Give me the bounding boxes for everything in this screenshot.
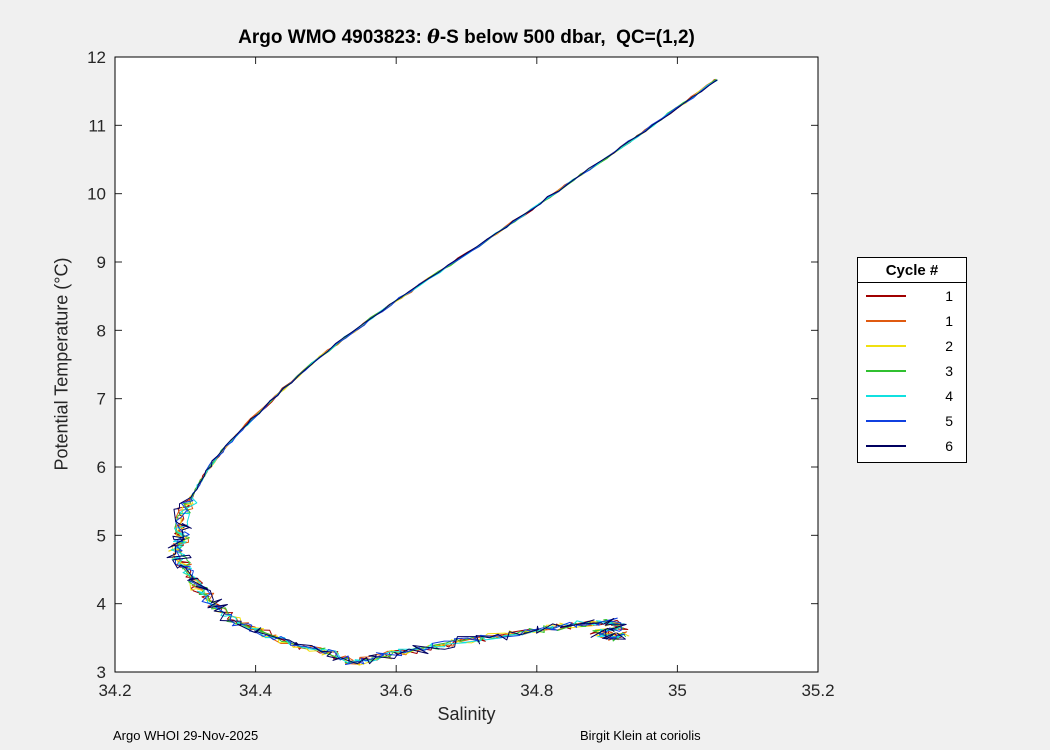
y-tick-label: 3 bbox=[97, 663, 106, 682]
legend-entries: 1 1 2 3 4 5 6 bbox=[858, 283, 966, 458]
footer-credit-right: Birgit Klein at coriolis bbox=[580, 728, 701, 743]
y-axis-label: Potential Temperature (°C) bbox=[51, 257, 72, 471]
legend-entry-label: 1 bbox=[945, 287, 953, 304]
title-suffix: -S below 500 dbar, QC=(1,2) bbox=[439, 27, 695, 48]
legend-entry: 1 bbox=[858, 308, 966, 333]
legend-title: Cycle # bbox=[858, 258, 966, 283]
x-tick-label: 35.2 bbox=[801, 681, 834, 700]
y-tick-label: 9 bbox=[97, 253, 106, 272]
legend-entry-label: 2 bbox=[945, 337, 953, 354]
y-tick-label: 5 bbox=[97, 526, 106, 545]
legend-entry: 5 bbox=[858, 408, 966, 433]
page-title: Argo WMO 4903823: θ-S below 500 dbar, QC… bbox=[115, 26, 818, 49]
legend-entry: 6 bbox=[858, 433, 966, 458]
y-tick-label: 4 bbox=[97, 595, 106, 614]
legend-line-sample bbox=[866, 344, 906, 347]
legend-entry: 1 bbox=[858, 283, 966, 308]
legend-entry: 2 bbox=[858, 333, 966, 358]
legend-entry-label: 6 bbox=[945, 437, 953, 454]
x-tick-label: 34.6 bbox=[380, 681, 413, 700]
x-tick-label: 34.2 bbox=[98, 681, 131, 700]
legend-entry-label: 3 bbox=[945, 362, 953, 379]
y-tick-label: 12 bbox=[87, 48, 106, 67]
legend: Cycle # 1 1 2 3 4 5 6 bbox=[857, 257, 967, 463]
y-tick-label: 7 bbox=[97, 390, 106, 409]
legend-entry: 3 bbox=[858, 358, 966, 383]
legend-line-sample bbox=[866, 369, 906, 372]
x-tick-label: 34.4 bbox=[239, 681, 272, 700]
y-tick-label: 6 bbox=[97, 458, 106, 477]
legend-line-sample bbox=[866, 294, 906, 297]
footer-credit-left: Argo WHOI 29-Nov-2025 bbox=[113, 728, 259, 743]
y-tick-label: 10 bbox=[87, 185, 106, 204]
legend-entry-label: 4 bbox=[945, 387, 953, 404]
legend-line-sample bbox=[866, 419, 906, 422]
legend-line-sample bbox=[866, 319, 906, 322]
cycle-6-trace bbox=[166, 79, 718, 665]
y-tick-label: 8 bbox=[97, 321, 106, 340]
x-tick-label: 34.8 bbox=[520, 681, 553, 700]
axes-box bbox=[114, 56, 819, 673]
legend-entry-label: 1 bbox=[945, 312, 953, 329]
cycle-5-trace bbox=[174, 79, 717, 665]
plot-background bbox=[115, 57, 818, 672]
title-prefix: Argo WMO 4903823: bbox=[238, 27, 428, 48]
legend-entry: 4 bbox=[858, 383, 966, 408]
legend-line-sample bbox=[866, 394, 906, 397]
legend-line-sample bbox=[866, 444, 906, 447]
y-tick-label: 11 bbox=[88, 116, 106, 135]
x-axis-label: Salinity bbox=[437, 704, 496, 724]
x-tick-label: 35 bbox=[668, 681, 687, 700]
title-theta-symbol: θ bbox=[427, 26, 440, 48]
legend-entry-label: 5 bbox=[945, 412, 953, 429]
